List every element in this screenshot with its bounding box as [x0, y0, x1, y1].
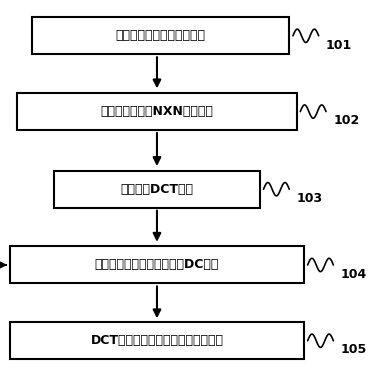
Text: 104: 104: [341, 268, 367, 281]
FancyBboxPatch shape: [17, 93, 297, 130]
Text: 对每块偝DCT变换: 对每块偝DCT变换: [121, 183, 193, 196]
Text: 输入全色图像和多光谱图像: 输入全色图像和多光谱图像: [116, 29, 206, 42]
FancyBboxPatch shape: [10, 246, 304, 283]
Text: 103: 103: [296, 192, 322, 205]
Text: 101: 101: [326, 39, 352, 52]
Text: DCT反变换，获得高分辨多光谱图像: DCT反变换，获得高分辨多光谱图像: [91, 334, 223, 347]
FancyBboxPatch shape: [10, 322, 304, 359]
FancyBboxPatch shape: [32, 17, 289, 54]
Text: 105: 105: [341, 344, 367, 357]
Text: 102: 102: [333, 114, 359, 127]
Text: 将全色图像分为NXN大小的块: 将全色图像分为NXN大小的块: [101, 105, 213, 118]
FancyBboxPatch shape: [54, 171, 260, 208]
Text: 用多光谱图像的像点値替换DC分量: 用多光谱图像的像点値替换DC分量: [95, 259, 219, 272]
